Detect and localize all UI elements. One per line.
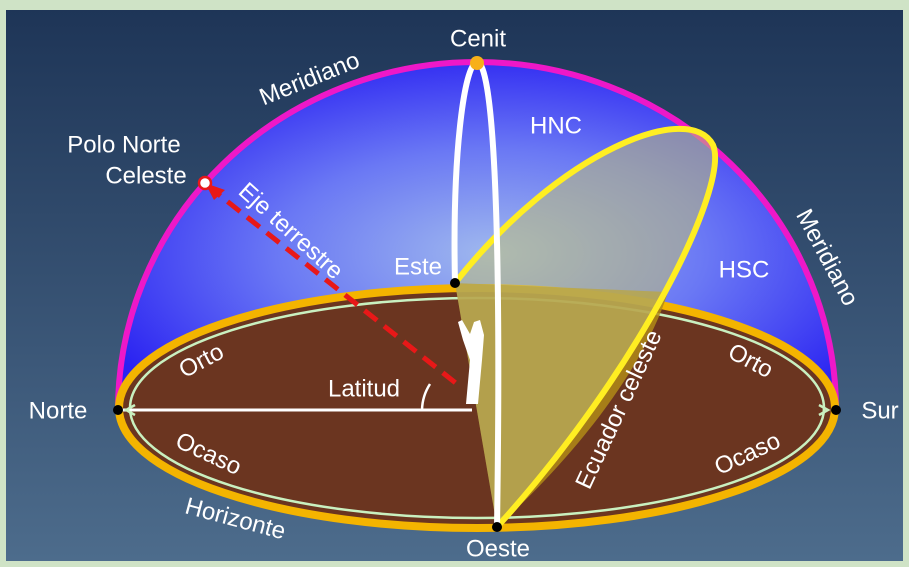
label: Cenit	[450, 25, 506, 52]
observer	[458, 320, 484, 404]
zenith-point	[470, 56, 484, 70]
label: Latitud	[328, 375, 400, 402]
north-point	[113, 405, 123, 415]
label: Este	[394, 253, 442, 280]
east-point	[450, 278, 460, 288]
earth-axis	[206, 184, 464, 390]
label: Norte	[29, 397, 88, 424]
west-point	[492, 522, 502, 532]
label: HSC	[719, 256, 770, 283]
arrow	[818, 403, 831, 417]
label: Oeste	[466, 535, 530, 562]
latitude-arc	[420, 383, 432, 411]
celestial-equator	[452, 125, 719, 530]
label: Sur	[861, 397, 898, 424]
label: Celeste	[105, 162, 186, 189]
label: HNC	[530, 112, 582, 139]
pole-point	[197, 175, 213, 191]
arrow	[123, 403, 136, 417]
label: Polo Norte	[67, 131, 180, 158]
south-point	[831, 405, 841, 415]
